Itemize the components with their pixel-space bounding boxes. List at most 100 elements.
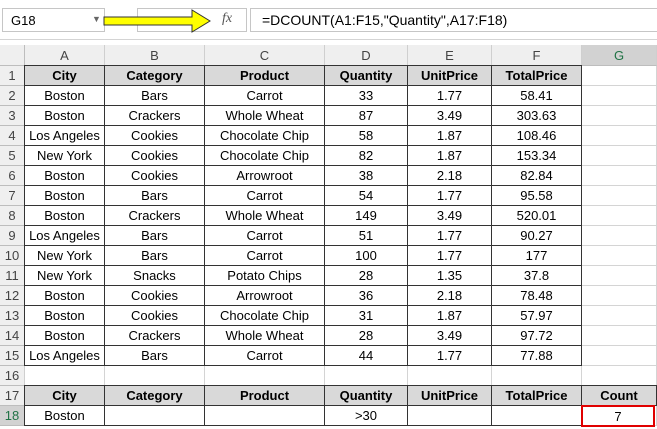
table-cell: Chocolate Chip xyxy=(204,125,325,146)
formula-input[interactable]: =DCOUNT(A1:F15,"Quantity",A17:F18) xyxy=(250,8,657,32)
table-cell: Cookies xyxy=(104,145,205,166)
table-cell: 1.77 xyxy=(407,85,492,106)
grid-cell xyxy=(205,366,325,386)
table-cell: 78.48 xyxy=(491,285,582,306)
row-header[interactable]: 8 xyxy=(0,206,25,226)
grid-cell xyxy=(25,366,105,386)
table-cell: 1.77 xyxy=(407,185,492,206)
row-header[interactable]: 7 xyxy=(0,186,25,206)
table-cell: 90.27 xyxy=(491,225,582,246)
row-header[interactable]: 17 xyxy=(0,386,25,406)
table-cell: 1.77 xyxy=(407,225,492,246)
column-header[interactable]: G xyxy=(582,45,657,66)
table-cell: 100 xyxy=(324,245,408,266)
table-cell: New York xyxy=(24,265,105,286)
criteria-empty xyxy=(491,405,582,426)
row-header[interactable]: 2 xyxy=(0,86,25,106)
table-cell: 1.77 xyxy=(407,345,492,366)
table-cell: Potato Chips xyxy=(204,265,325,286)
row-header[interactable]: 9 xyxy=(0,226,25,246)
table-cell: Crackers xyxy=(104,325,205,346)
column-header[interactable]: B xyxy=(105,45,205,66)
row-header[interactable]: 3 xyxy=(0,106,25,126)
table-cell: 82 xyxy=(324,145,408,166)
column-header[interactable]: C xyxy=(205,45,325,66)
table-cell: Snacks xyxy=(104,265,205,286)
criteria-cell: Boston xyxy=(24,405,105,426)
table-cell: Cookies xyxy=(104,165,205,186)
grid-cell xyxy=(492,366,582,386)
table-cell: 520.01 xyxy=(491,205,582,226)
yellow-arrow xyxy=(103,9,211,33)
table-cell: 82.84 xyxy=(491,165,582,186)
grid-cell xyxy=(582,266,657,286)
table-cell: Cookies xyxy=(104,285,205,306)
table-cell: Bars xyxy=(104,185,205,206)
table-cell: 87 xyxy=(324,105,408,126)
column-header[interactable]: D xyxy=(325,45,408,66)
table-header: City xyxy=(24,65,105,86)
table-cell: 28 xyxy=(324,325,408,346)
column-header[interactable]: F xyxy=(492,45,582,66)
table-cell: 37.8 xyxy=(491,265,582,286)
table-cell: Los Angeles xyxy=(24,125,105,146)
row-header[interactable]: 15 xyxy=(0,346,25,366)
table-cell: Crackers xyxy=(104,105,205,126)
grid-cell xyxy=(582,246,657,266)
table-cell: Whole Wheat xyxy=(204,205,325,226)
grid-cell xyxy=(582,146,657,166)
column-header[interactable]: E xyxy=(408,45,492,66)
table-cell: 1.35 xyxy=(407,265,492,286)
row-header[interactable]: 10 xyxy=(0,246,25,266)
active-cell[interactable]: 7 xyxy=(581,405,655,427)
fx-button[interactable]: fx xyxy=(222,11,233,26)
grid-cell xyxy=(582,66,657,86)
row-header[interactable]: 5 xyxy=(0,146,25,166)
select-all[interactable] xyxy=(0,45,25,66)
table-cell: Cookies xyxy=(104,305,205,326)
row-header[interactable]: 4 xyxy=(0,126,25,146)
table-cell: 97.72 xyxy=(491,325,582,346)
name-box-dropdown[interactable]: ▼ xyxy=(92,14,101,24)
table-cell: 1.87 xyxy=(407,145,492,166)
table-cell: Boston xyxy=(24,165,105,186)
table-cell: 1.77 xyxy=(407,245,492,266)
row-header[interactable]: 11 xyxy=(0,266,25,286)
column-header[interactable]: A xyxy=(25,45,105,66)
table-cell: Carrot xyxy=(204,245,325,266)
criteria-header: UnitPrice xyxy=(407,385,492,406)
table-cell: 57.97 xyxy=(491,305,582,326)
row-header[interactable]: 14 xyxy=(0,326,25,346)
row-header[interactable]: 16 xyxy=(0,366,25,386)
name-box[interactable]: G18 xyxy=(2,8,105,32)
grid-cell xyxy=(582,106,657,126)
table-cell: New York xyxy=(24,145,105,166)
table-cell: Chocolate Chip xyxy=(204,305,325,326)
grid-cell xyxy=(582,86,657,106)
table-cell: 58 xyxy=(324,125,408,146)
grid-cell xyxy=(582,346,657,366)
table-cell: Bars xyxy=(104,85,205,106)
row-header[interactable]: 18 xyxy=(0,406,25,426)
table-header: TotalPrice xyxy=(491,65,582,86)
row-header[interactable]: 6 xyxy=(0,166,25,186)
grid-cell xyxy=(582,286,657,306)
row-header[interactable]: 1 xyxy=(0,66,25,86)
table-cell: 108.46 xyxy=(491,125,582,146)
table-cell: 153.34 xyxy=(491,145,582,166)
table-cell: Whole Wheat xyxy=(204,325,325,346)
grid-cell xyxy=(582,186,657,206)
criteria-empty xyxy=(407,405,492,426)
table-cell: 28 xyxy=(324,265,408,286)
table-cell: 33 xyxy=(324,85,408,106)
criteria-header: TotalPrice xyxy=(491,385,582,406)
row-header[interactable]: 13 xyxy=(0,306,25,326)
table-cell: 38 xyxy=(324,165,408,186)
criteria-header: Category xyxy=(104,385,205,406)
table-cell: 1.87 xyxy=(407,305,492,326)
table-cell: Crackers xyxy=(104,205,205,226)
grid-cell xyxy=(408,366,492,386)
table-cell: 44 xyxy=(324,345,408,366)
criteria-header: City xyxy=(24,385,105,406)
row-header[interactable]: 12 xyxy=(0,286,25,306)
